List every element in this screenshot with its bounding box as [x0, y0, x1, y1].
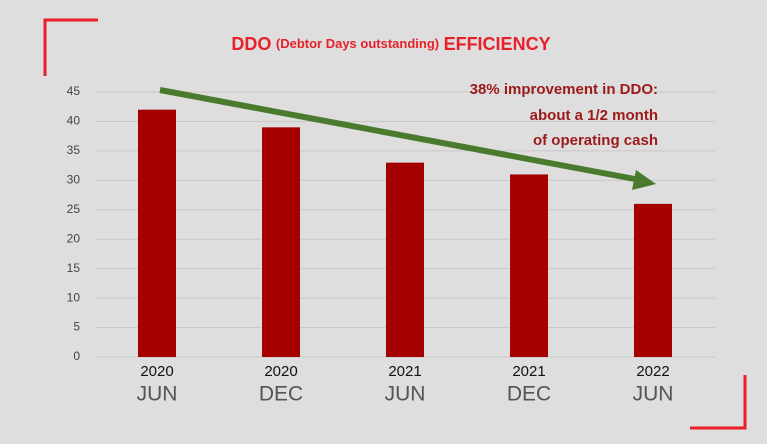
x-tick-year: 2022 — [636, 363, 669, 380]
trend-arrow-head — [632, 170, 656, 190]
bar — [138, 109, 176, 358]
x-tick-month: JUN — [385, 383, 426, 406]
y-tick-label: 35 — [67, 143, 81, 157]
annotation: about a 1/2 month — [530, 107, 658, 124]
x-tick-month: DEC — [259, 383, 303, 406]
x-tick-year: 2021 — [512, 363, 545, 380]
trend-arrow — [159, 87, 641, 183]
y-tick-label: 45 — [67, 84, 81, 98]
x-tick-month: JUN — [137, 383, 178, 406]
y-tick-label: 30 — [67, 173, 81, 187]
bar — [262, 127, 300, 357]
y-tick-label: 0 — [73, 349, 80, 363]
corner-bracket — [690, 375, 747, 430]
x-tick-year: 2021 — [388, 363, 421, 380]
chart-title: DDO (Debtor Days outstanding) EFFICIENCY — [231, 34, 550, 54]
bar — [386, 162, 424, 357]
y-tick-label: 5 — [73, 320, 80, 334]
y-tick-label: 15 — [67, 261, 81, 275]
annotation: 38% improvement in DDO: — [470, 81, 658, 98]
y-tick-label: 10 — [67, 290, 81, 304]
x-tick-month: JUN — [633, 383, 674, 406]
bar — [634, 203, 672, 357]
annotation: of operating cash — [533, 132, 658, 149]
y-tick-label: 25 — [67, 202, 81, 216]
x-tick-month: DEC — [507, 383, 551, 406]
x-tick-year: 2020 — [140, 363, 173, 380]
y-tick-label: 20 — [67, 231, 81, 245]
x-tick-year: 2020 — [264, 363, 297, 380]
bar — [510, 174, 548, 357]
y-tick-label: 40 — [67, 114, 81, 128]
corner-bracket — [43, 18, 98, 76]
